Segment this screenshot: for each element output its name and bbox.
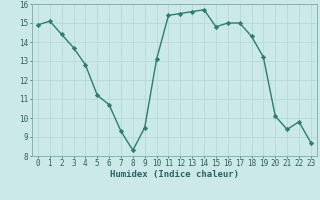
X-axis label: Humidex (Indice chaleur): Humidex (Indice chaleur) (110, 170, 239, 179)
